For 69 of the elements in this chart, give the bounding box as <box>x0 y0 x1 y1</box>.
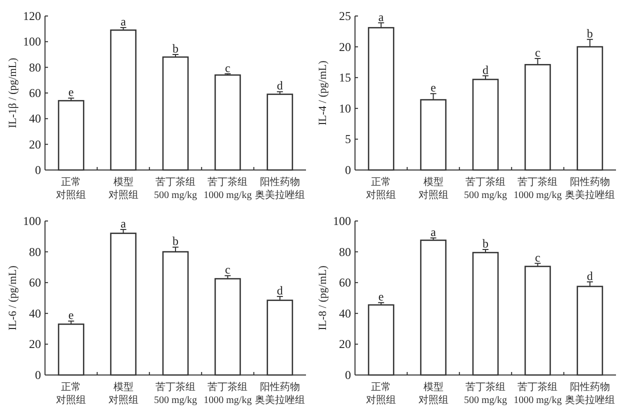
x-tick-label: 模型对照组 <box>108 381 138 406</box>
x-tick-label: 模型对照组 <box>108 176 138 201</box>
y-tick-label: 15 <box>339 70 351 85</box>
y-tick-label: 120 <box>23 9 41 23</box>
x-tick-label: 阳性药物奥美拉唑组 <box>254 381 305 406</box>
annotation: e <box>68 85 74 100</box>
x-tick-label: 正常对照组 <box>366 176 396 201</box>
x-tick-label: 正常对照组 <box>56 381 86 406</box>
y-tick-label: 40 <box>29 112 41 126</box>
x-tick-label: 苦丁茶组 500 mg/kg <box>154 381 198 406</box>
x-tick-label: 苦丁茶组 1000 mg/kg <box>514 381 562 406</box>
y-axis-title: IL-6 / (pg/mL) <box>7 265 19 330</box>
y-axis-title: IL-4 / (pg/mL) <box>317 60 329 126</box>
annotation: a <box>430 224 437 239</box>
y-tick-label: 60 <box>29 276 41 290</box>
y-tick-label: 5 <box>345 132 351 146</box>
x-tick-label: 阳性药物奥美拉唑组 <box>254 176 305 201</box>
y-tick-label: 25 <box>339 9 351 23</box>
annotation: d <box>276 78 283 93</box>
y-tick-label: 0 <box>35 163 41 177</box>
x-tick-label: 阳性药物奥美拉唑组 <box>564 176 615 201</box>
annotation: b <box>482 236 488 250</box>
x-tick-label: 苦丁茶组 500 mg/kg <box>464 176 508 201</box>
x-tick-label: 苦丁茶组 1000 mg/kg <box>204 176 252 201</box>
annotation: c <box>225 60 230 75</box>
annotation: d <box>482 62 488 77</box>
y-tick-label: 60 <box>29 86 41 100</box>
x-tick-label: 正常对照组 <box>56 176 86 201</box>
annotation: e <box>68 308 74 322</box>
x-tick-label: 苦丁茶组 1000 mg/kg <box>514 176 562 201</box>
annotation: c <box>535 46 540 60</box>
annotation: b <box>172 42 178 56</box>
y-tick-label: 20 <box>339 40 351 54</box>
y-tick-label: 10 <box>339 101 351 116</box>
annotation: e <box>430 80 436 95</box>
y-tick-label: 100 <box>23 214 41 228</box>
y-axis-title: IL-1β / (pg/mL) <box>7 57 19 128</box>
annotation: a <box>120 14 127 29</box>
annotation: d <box>276 283 283 298</box>
annotation: a <box>378 10 384 24</box>
annotation: c <box>225 262 230 277</box>
y-tick-label: 20 <box>29 337 41 352</box>
annotation: b <box>172 234 178 248</box>
annotation: c <box>535 250 540 264</box>
y-tick-label: 0 <box>345 163 351 177</box>
y-tick-label: 60 <box>339 276 351 290</box>
x-tick-label: 苦丁茶组 500 mg/kg <box>464 381 508 406</box>
y-tick-label: 20 <box>339 337 351 352</box>
annotation: b <box>586 26 593 40</box>
y-tick-label: 80 <box>29 60 41 74</box>
y-tick-label: 80 <box>29 244 41 259</box>
y-tick-label: 20 <box>29 137 41 152</box>
x-tick-label: 模型对照组 <box>418 381 448 406</box>
x-tick-label: 阳性药物奥美拉唑组 <box>564 381 615 406</box>
y-tick-label: 40 <box>29 306 41 320</box>
x-tick-label: 苦丁茶组 1000 mg/kg <box>204 381 252 406</box>
y-tick-label: 0 <box>345 368 351 382</box>
y-tick-label: 0 <box>35 368 41 382</box>
y-tick-label: 40 <box>339 306 351 320</box>
x-tick-label: 正常对照组 <box>366 381 396 406</box>
annotation: e <box>378 290 384 304</box>
y-tick-label: 100 <box>333 214 351 228</box>
annotation: a <box>120 216 127 230</box>
y-axis-title: IL-8 / (pg/mL) <box>317 265 329 330</box>
x-tick-label: 模型对照组 <box>418 176 448 201</box>
x-tick-label: 苦丁茶组 500 mg/kg <box>154 176 198 201</box>
y-tick-label: 100 <box>23 34 41 49</box>
annotation: d <box>586 268 593 283</box>
y-tick-label: 80 <box>339 244 351 259</box>
